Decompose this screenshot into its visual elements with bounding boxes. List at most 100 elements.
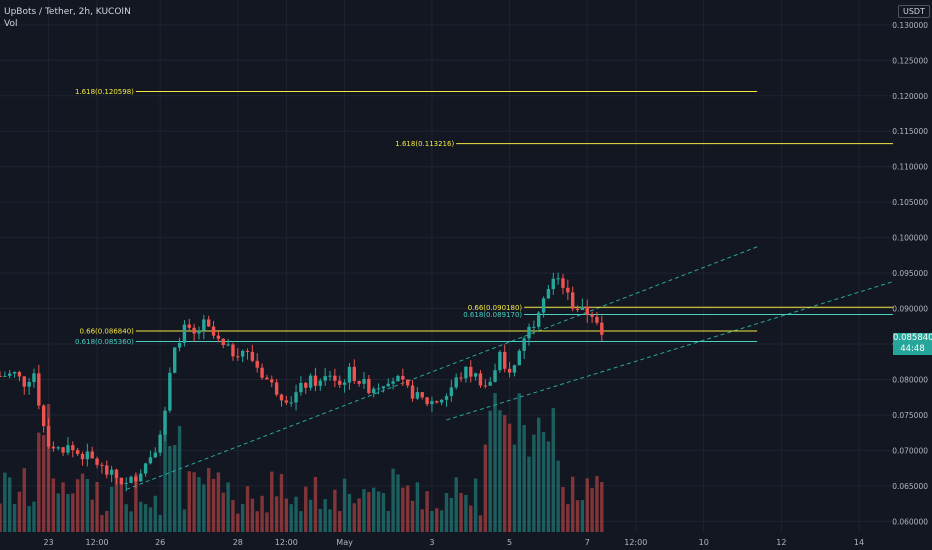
candle-body xyxy=(347,366,352,383)
candle-body xyxy=(226,344,230,346)
volume-bar xyxy=(566,504,570,532)
volume-bar xyxy=(449,497,454,532)
candle-body xyxy=(420,392,424,398)
volume-bar xyxy=(532,434,536,532)
x-tick-label: 12:00 xyxy=(275,538,298,547)
volume-bar xyxy=(206,468,211,532)
volume-bar xyxy=(148,507,153,532)
volume-bar xyxy=(444,492,449,532)
candle-body xyxy=(289,402,293,404)
candle-body xyxy=(595,316,599,323)
candle-body xyxy=(32,373,36,383)
volume-bar xyxy=(503,415,507,532)
volume-bar xyxy=(119,480,124,532)
candle-body xyxy=(444,396,449,400)
candle-body xyxy=(323,376,327,381)
candle-body xyxy=(177,342,182,348)
candle-body xyxy=(56,447,60,449)
y-tick-label: 0.095000 xyxy=(892,269,928,278)
candle-body xyxy=(51,446,56,449)
volume-bar xyxy=(464,494,468,532)
candle-body xyxy=(22,376,26,387)
volume-indicator-label: Vol xyxy=(4,19,18,29)
candle-body xyxy=(566,287,570,293)
candle-body xyxy=(435,401,439,403)
candle-body xyxy=(105,465,109,475)
volume-bar xyxy=(304,486,308,532)
candle-body xyxy=(202,319,206,331)
candle-body xyxy=(318,380,323,386)
volume-bar xyxy=(240,504,245,532)
candle-body xyxy=(372,388,376,394)
volume-bar xyxy=(352,503,356,532)
candle-body xyxy=(12,372,17,374)
candle-body xyxy=(192,327,196,334)
volume-bar xyxy=(580,499,585,532)
volume-bar xyxy=(187,471,191,532)
candle-body xyxy=(498,351,502,371)
candle-body xyxy=(600,322,604,335)
candle-body xyxy=(401,375,405,380)
candle-body xyxy=(294,392,298,403)
candle-body xyxy=(37,373,41,406)
candle-body xyxy=(260,367,264,378)
candle-body xyxy=(512,365,517,373)
candle-body xyxy=(114,469,119,478)
volume-bar xyxy=(221,492,225,532)
volume-bar xyxy=(46,404,51,532)
volume-bar xyxy=(3,472,7,532)
candle-body xyxy=(187,324,191,328)
candle-body xyxy=(299,382,303,393)
candle-body xyxy=(284,400,289,403)
x-tick-label: May xyxy=(336,538,353,547)
candle-body xyxy=(396,375,400,382)
candle-body xyxy=(454,377,458,388)
candle-body xyxy=(333,375,337,381)
volume-bar xyxy=(318,508,323,532)
candle-body xyxy=(216,335,221,339)
candle-body xyxy=(304,382,308,388)
candle-body xyxy=(464,366,468,379)
y-tick-label: 0.090000 xyxy=(892,305,928,314)
volume-bar xyxy=(299,511,303,532)
volume-bar xyxy=(80,473,85,532)
volume-bar xyxy=(8,477,12,532)
fib-levels: 1.618(0.120598) 1.618(0.113216) 0.66(0.090… xyxy=(75,88,893,346)
volume-bar xyxy=(289,504,293,532)
volume-bar xyxy=(158,514,162,532)
candle-body xyxy=(527,326,531,339)
volume-bar xyxy=(522,424,526,532)
currency-badge[interactable]: USDT xyxy=(898,5,930,18)
volume-bar xyxy=(129,511,133,532)
volume-bar xyxy=(202,484,206,532)
volume-bar xyxy=(469,505,473,532)
fib-level-label: 0.618(0.089170) xyxy=(463,311,522,319)
volume-bar xyxy=(595,475,599,532)
candle-body xyxy=(206,319,211,327)
volume-bar xyxy=(357,498,361,532)
volume-bar xyxy=(85,479,90,532)
candle-body xyxy=(391,381,395,384)
candle-body xyxy=(0,375,2,377)
volume-bar xyxy=(561,487,565,532)
volume-bar xyxy=(61,482,65,532)
candle-body xyxy=(27,382,31,387)
candle-body xyxy=(449,387,454,397)
candle-body xyxy=(124,482,128,484)
candle-body xyxy=(415,392,420,399)
candle-body xyxy=(430,401,434,405)
volume-bar xyxy=(265,512,269,532)
candle-body xyxy=(410,385,415,399)
candle-body xyxy=(381,386,386,389)
candle-body xyxy=(425,397,429,405)
volume-bar xyxy=(498,410,502,532)
fib-level-label: 0.618(0.085360) xyxy=(75,338,134,346)
volume-bar xyxy=(163,411,167,532)
candle-body xyxy=(313,375,318,386)
volume-bar xyxy=(347,493,352,532)
candle-body xyxy=(80,453,85,460)
candle-body xyxy=(279,394,284,401)
candle-body xyxy=(255,360,259,368)
volume-bar xyxy=(75,479,80,532)
